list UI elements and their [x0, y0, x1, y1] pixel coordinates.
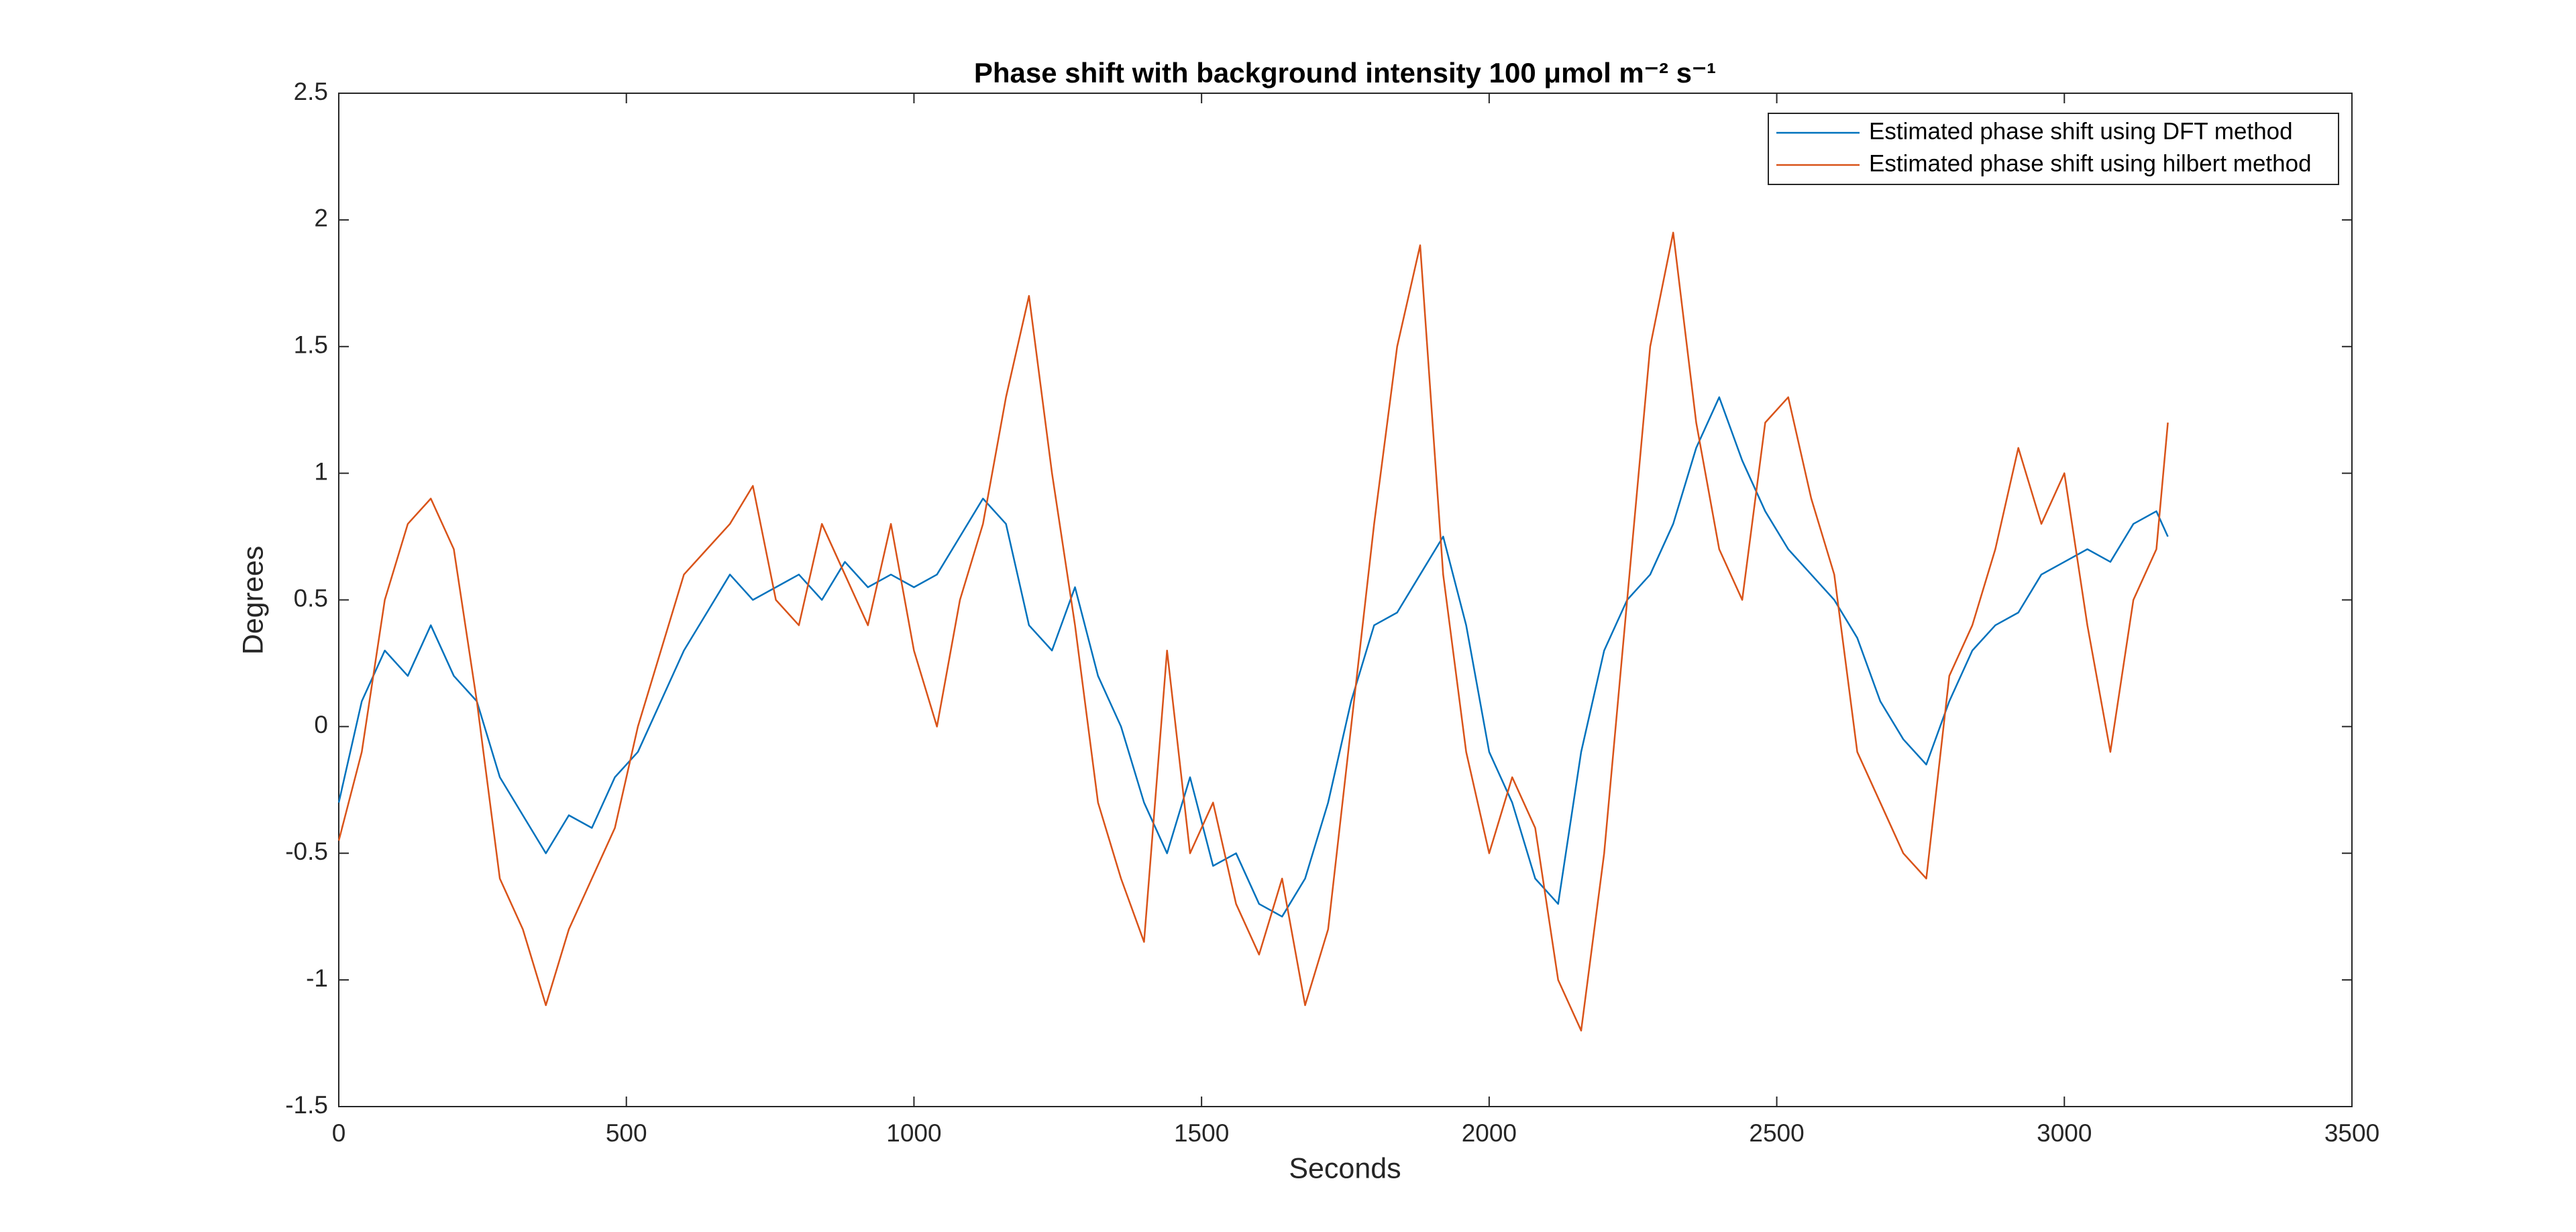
y-tick-label: 0: [314, 711, 328, 738]
x-tick-label: 2500: [1749, 1119, 1804, 1147]
x-tick-label: 1500: [1174, 1119, 1229, 1147]
legend-label: Estimated phase shift using DFT method: [1869, 118, 2293, 144]
y-tick-label: 1: [314, 457, 328, 485]
y-tick-label: 1.5: [294, 331, 328, 359]
x-tick-label: 500: [606, 1119, 647, 1147]
axes-box: [338, 93, 2353, 1107]
y-tick-label: 0.5: [294, 584, 328, 612]
y-tick-label: 2: [314, 205, 328, 232]
x-tick-label: 3500: [2324, 1119, 2379, 1147]
y-tick-label: -1: [306, 964, 328, 992]
series-line: [337, 231, 2169, 1031]
series-line: [337, 396, 2169, 917]
legend-label: Estimated phase shift using hilbert meth…: [1869, 150, 2312, 176]
chart-title: Phase shift with background intensity 10…: [974, 57, 1716, 89]
x-tick-label: 2000: [1462, 1119, 1517, 1147]
x-tick-label: 3000: [2037, 1119, 2092, 1147]
y-tick-label: -0.5: [285, 838, 328, 865]
y-tick-label: 2.5: [294, 78, 328, 105]
legend-box: [1768, 113, 2339, 185]
x-tick-label: 0: [332, 1119, 346, 1147]
x-tick-label: 1000: [886, 1119, 941, 1147]
x-axis-label: Seconds: [1289, 1152, 1401, 1184]
y-axis-label: Degrees: [237, 546, 269, 655]
y-tick-label: -1.5: [285, 1091, 328, 1119]
